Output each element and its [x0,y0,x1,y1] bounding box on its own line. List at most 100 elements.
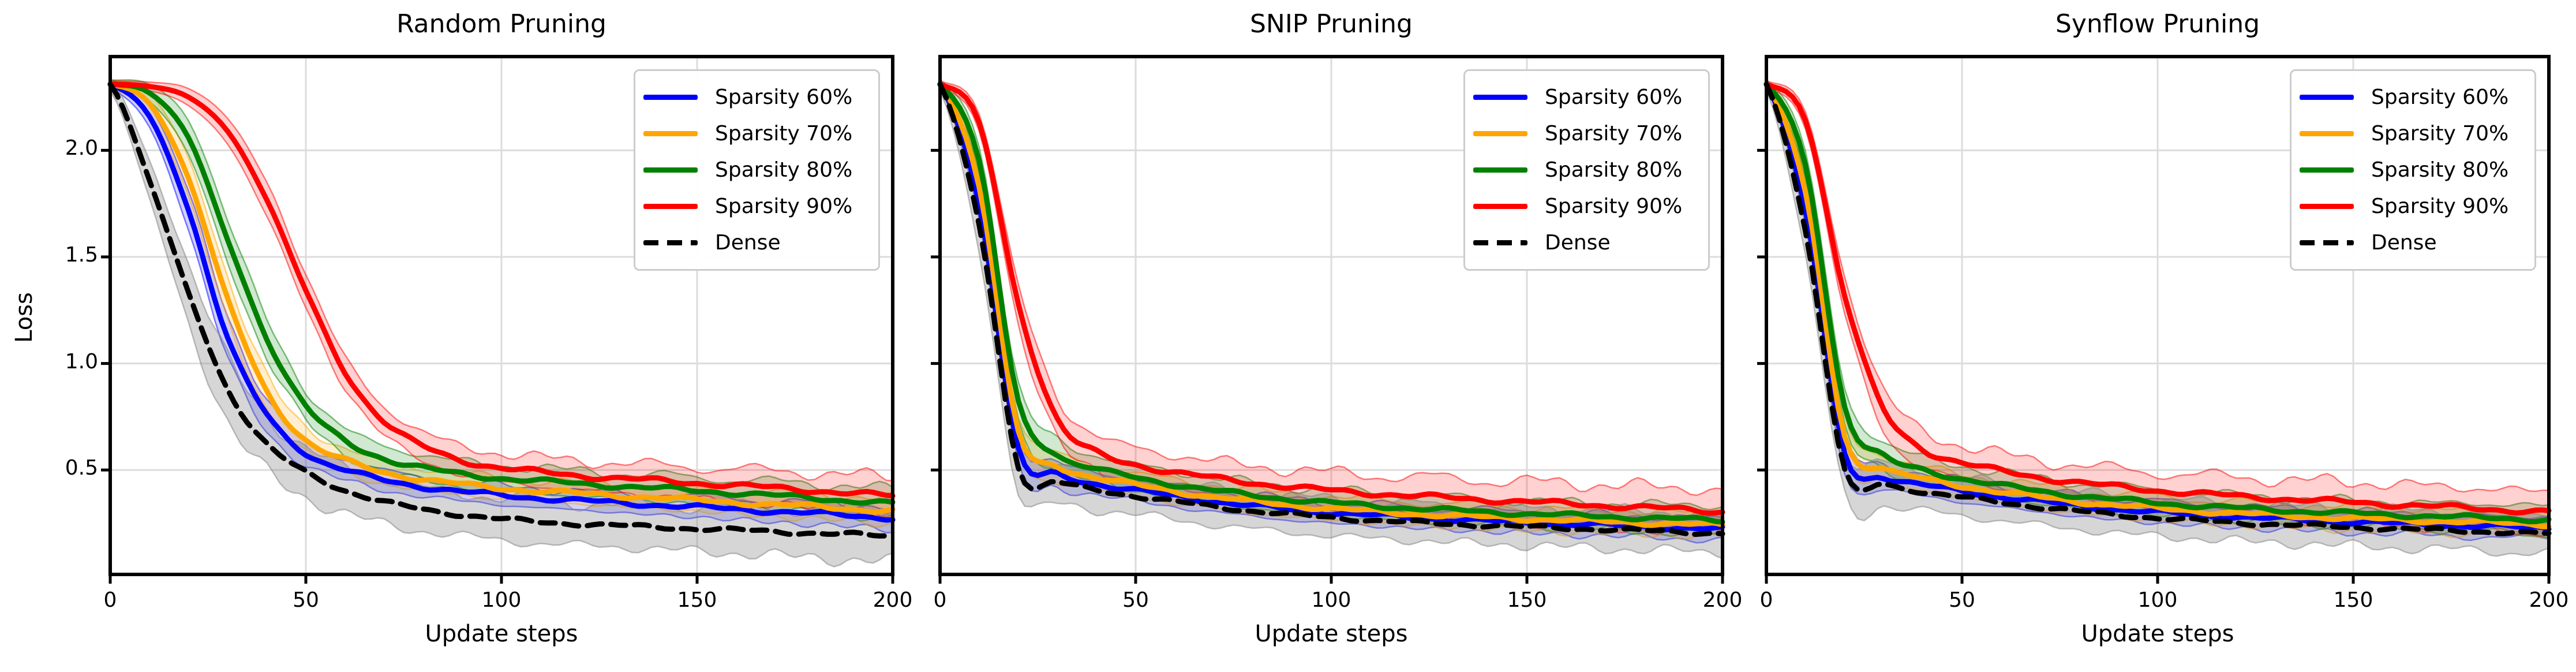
legend-dashed-line-sample [643,240,698,245]
legend-row: Sparsity 70% [1465,115,1708,152]
line-sparsity-90 [107,81,896,499]
x-axis-label: Update steps [2081,621,2234,647]
legend-line-sample [643,95,698,100]
subplot-title: Synflow Pruning [2055,9,2260,39]
y-tick-label: 1.0 [65,349,98,374]
x-tick-label: 200 [1702,588,1743,612]
x-tick-label: 100 [481,588,522,612]
legend-label: Dense [1545,231,1611,255]
legend-row: Dense [2292,225,2534,261]
legend-row: Sparsity 90% [2292,188,2534,225]
legend-label: Sparsity 70% [2371,122,2509,145]
x-tick-label: 50 [293,588,319,612]
x-tick-label: 100 [1311,588,1351,612]
legend-line-sample [2300,204,2354,209]
legend-line-sample [643,167,698,173]
legend-label: Sparsity 60% [715,85,853,109]
legend-row: Dense [635,225,878,261]
band-edge [939,90,1723,559]
line-dense [1763,81,2552,536]
x-tick-label: 50 [1122,588,1149,612]
legend-row: Dense [1465,225,1708,261]
x-tick-label: 0 [933,588,947,612]
legend-row: Sparsity 60% [635,79,878,115]
legend-line-sample [1473,204,1527,209]
x-tick-label: 0 [103,588,117,612]
band-edge [109,90,893,568]
band-edge [110,88,893,528]
line-sparsity-80 [937,81,1725,525]
band-edge [109,77,893,518]
legend-line-sample [2300,131,2354,136]
legend-row: Sparsity 90% [635,188,878,225]
band-dense [110,77,893,567]
band-edge [110,80,893,482]
legend-label: Sparsity 80% [2371,158,2509,182]
y-tick-label: 1.5 [65,242,98,267]
plot-canvas [101,55,896,584]
band-edge [939,77,1723,520]
legend-row: Sparsity 60% [1465,79,1708,115]
subplot-title: Random Pruning [396,9,606,39]
y-axis-label: Loss [11,292,38,343]
band-edge [939,88,1723,544]
subplot-synflow-pruning: Synflow Pruning Update steps Sparsity 60… [1757,9,2568,647]
legend-label: Sparsity 70% [715,122,853,145]
line-sparsity-90 [937,81,1725,516]
line-sparsity-80 [107,81,896,506]
x-tick-label: 0 [1759,588,1773,612]
legend-row: Sparsity 80% [2292,152,2534,188]
band-sparsity-80 [110,80,893,521]
legend: Sparsity 60% Sparsity 70% Sparsity 80% Spar… [2290,69,2536,271]
y-tick-label: 0.5 [65,456,98,480]
legend-label: Sparsity 90% [2371,195,2509,218]
legend-row: Sparsity 90% [1465,188,1708,225]
line-sparsity-70 [107,81,896,515]
legend-label: Sparsity 90% [715,195,853,218]
band-edge [1766,80,2549,493]
x-tick-label: 50 [1949,588,1975,612]
x-tick-label: 200 [2529,588,2569,612]
y-tick-label: 2.0 [65,136,98,160]
legend-label: Sparsity 60% [1545,85,1683,109]
band-edge [110,88,893,534]
legend-label: Dense [715,231,781,255]
band-edge [1765,90,2549,557]
subplot-random-pruning: Random Pruning Update steps Sparsity 60%… [65,9,913,647]
legend-dashed-line-sample [1473,240,1527,245]
x-axis-label: Update steps [425,621,578,647]
legend: Sparsity 60% Sparsity 70% Sparsity 80% Spar… [634,69,880,271]
legend-label: Sparsity 90% [1545,195,1683,218]
band-edge [110,87,893,518]
legend-line-sample [1473,167,1527,173]
legend-line-sample [1473,131,1527,136]
x-tick-label: 150 [1507,588,1547,612]
band-sparsity-90 [940,81,1723,535]
legend-label: Sparsity 70% [1545,122,1683,145]
legend-line-sample [1473,95,1527,100]
legend: Sparsity 60% Sparsity 70% Sparsity 80% Spar… [1463,69,1710,271]
x-tick-label: 150 [2333,588,2373,612]
legend-row: Sparsity 70% [2292,115,2534,152]
line-sparsity-80 [1763,81,2552,525]
legend-line-sample [2300,95,2354,100]
legend-line-sample [2300,167,2354,173]
legend-row: Sparsity 80% [1465,152,1708,188]
legend-dashed-line-sample [2300,240,2354,245]
legend-row: Sparsity 60% [2292,79,2534,115]
legend-line-sample [643,131,698,136]
line-dense [107,81,896,539]
legend-label: Sparsity 60% [2371,85,2509,109]
x-axis-label: Update steps [1255,621,1408,647]
legend-label: Sparsity 80% [1545,158,1683,182]
subplot-snip-pruning: SNIP Pruning Update steps Sparsity 60% Sp… [931,9,1742,647]
x-tick-label: 200 [873,588,913,612]
x-tick-label: 100 [2137,588,2178,612]
line-dense [937,81,1725,537]
subplot-title: SNIP Pruning [1249,9,1413,39]
band-edge [939,80,1723,496]
legend-row: Sparsity 80% [635,152,878,188]
legend-line-sample [643,204,698,209]
line-sparsity-90 [1763,81,2552,516]
